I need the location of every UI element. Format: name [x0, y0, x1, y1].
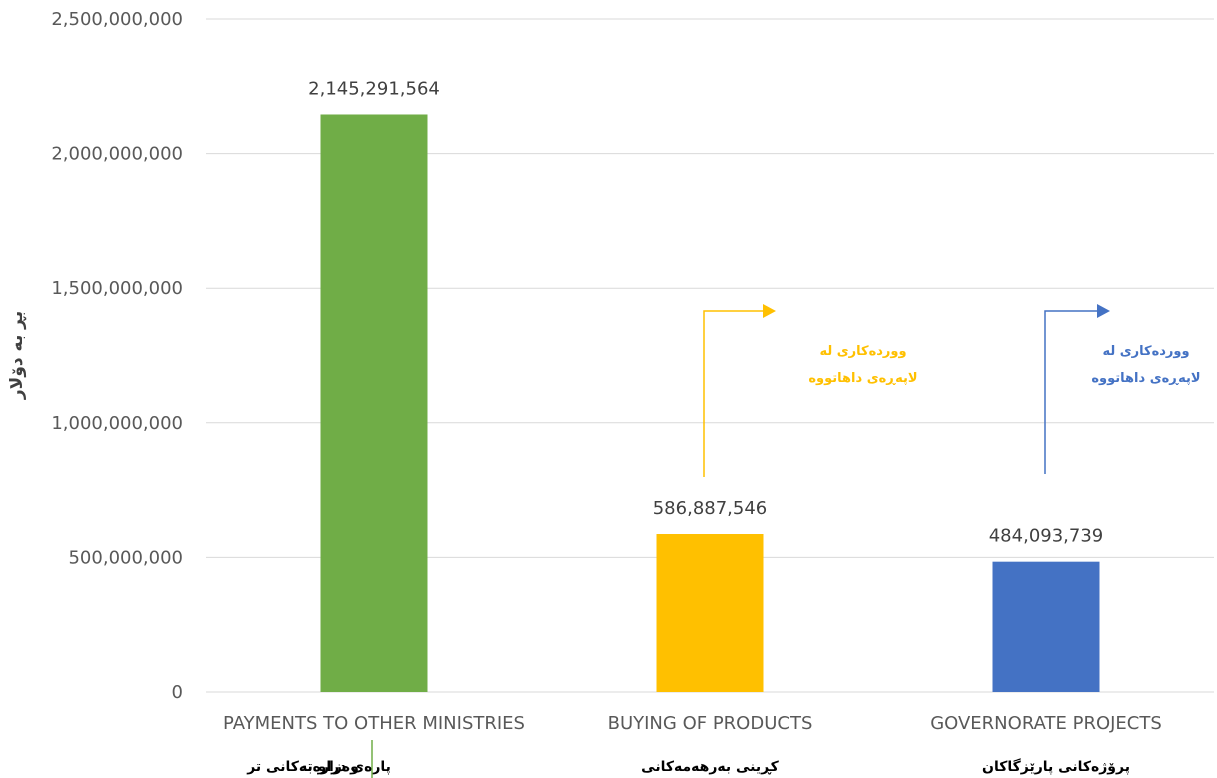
data-label: 586,887,546 — [653, 498, 768, 519]
bars — [320, 114, 1100, 693]
category-label: PAYMENTS TO OTHER MINISTRIES — [223, 713, 525, 734]
y-tick-label: 0 — [172, 682, 183, 703]
annotation-arrow-line — [1044, 310, 1098, 474]
category-label: GOVERNORATE PROJECTS — [930, 713, 1162, 734]
data-label: 484,093,739 — [989, 526, 1104, 547]
kurdish-label: پرۆژەکانی پارێزگاکان — [982, 758, 1130, 775]
arrow-head-icon — [1097, 304, 1110, 318]
kurdish-label: کڕینی بەرهەمەکانی — [641, 759, 780, 775]
bar — [320, 114, 428, 693]
kurdish-label: وەزارەتەکانی تر — [246, 759, 359, 775]
bar — [992, 561, 1100, 692]
annotations: ووردەکاری لە لاپەڕەی داهاتووە ووردەکاری لە… — [703, 304, 1201, 477]
y-tick-label: 1,000,000,000 — [51, 413, 183, 434]
bar — [656, 534, 764, 692]
annotation-text: ووردەکاری لە — [1102, 344, 1189, 359]
kurdish-label: پارەی دراو بە — [299, 759, 391, 775]
y-tick-label: 2,500,000,000 — [51, 9, 183, 30]
y-tick-label: 1,500,000,000 — [51, 278, 183, 299]
y-tick-label: 500,000,000 — [68, 547, 183, 568]
y-axis-label: بڕ بە دۆلار — [7, 311, 27, 400]
data-labels: 2,145,291,564 586,887,546 484,093,739 — [308, 78, 1103, 546]
annotation-text: لاپەڕەی داهاتووە — [808, 371, 917, 386]
y-axis-ticks: 0 500,000,000 1,000,000,000 1,500,000,000 2,… — [51, 9, 183, 703]
annotation-text: لاپەڕەی داهاتووە — [1091, 371, 1200, 386]
annotation-text: ووردەکاری لە — [819, 344, 906, 359]
arrow-head-icon — [763, 304, 776, 318]
y-tick-label: 2,000,000,000 — [51, 144, 183, 165]
category-labels: PAYMENTS TO OTHER MINISTRIES BUYING OF PR… — [223, 713, 1162, 734]
data-label: 2,145,291,564 — [308, 78, 440, 99]
annotation-arrow-line — [703, 310, 764, 477]
category-label: BUYING OF PRODUCTS — [608, 713, 813, 734]
